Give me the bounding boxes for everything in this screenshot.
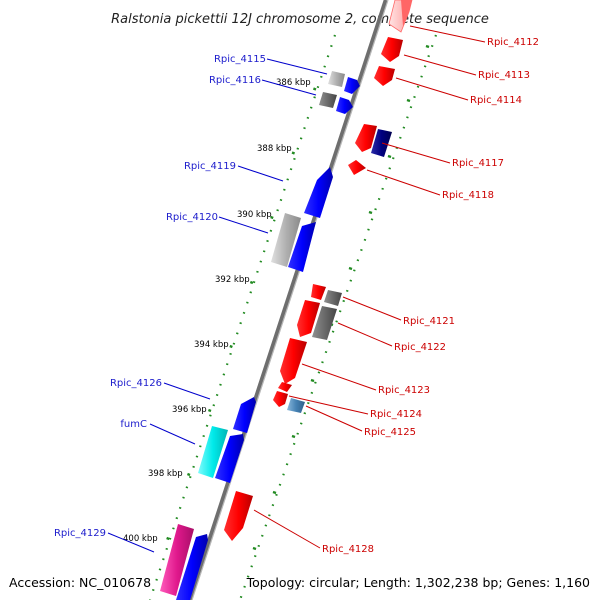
- label-rpic-4112: Rpic_4112: [487, 37, 539, 48]
- gene-rpic-4126: [233, 397, 256, 433]
- gene-rpic-4118: [348, 160, 366, 175]
- scale-label: 388 kbp: [257, 144, 292, 154]
- label-rpic-4128: Rpic_4128: [322, 544, 374, 555]
- scale-label: 394 kbp: [194, 340, 229, 350]
- scale-labels: 386 kbp 388 kbp 390 kbp 392 kbp 394 kbp …: [123, 78, 311, 544]
- gene-rpic-4112: [388, 0, 413, 33]
- label-rpic-4116: Rpic_4116: [209, 75, 261, 86]
- scale-label: 398 kbp: [148, 469, 183, 479]
- accession-text: Accession: NC_010678: [9, 575, 151, 590]
- scale-label: 392 kbp: [215, 275, 250, 285]
- label-rpic-4129: Rpic_4129: [54, 528, 106, 539]
- topology-text: Topology: circular; Length: 1,302,238 bp…: [246, 575, 590, 590]
- leader-lines-right: [253, 25, 486, 549]
- gene-labels-right: Rpic_4112 Rpic_4113 Rpic_4114 Rpic_4117 …: [322, 37, 539, 555]
- label-rpic-4118: Rpic_4118: [442, 190, 494, 201]
- gene-rpic-4124: [273, 391, 288, 407]
- gene-rpic-4125: [287, 398, 305, 413]
- scale-ticks: [166, 87, 317, 541]
- gene-rpic-4120: [271, 213, 316, 272]
- gene-rpic-4121: [311, 284, 342, 306]
- gene-rpic-4119: [304, 167, 333, 218]
- label-rpic-4121: Rpic_4121: [403, 316, 455, 327]
- scale-label: 390 kbp: [237, 210, 272, 220]
- label-rpic-4125: Rpic_4125: [364, 427, 416, 438]
- label-rpic-4126: Rpic_4126: [110, 378, 162, 389]
- scale-track-right: [238, 34, 438, 600]
- label-rpic-4114: Rpic_4114: [470, 95, 522, 106]
- label-rpic-4115: Rpic_4115: [214, 54, 266, 65]
- gene-rpic-4117: [355, 124, 392, 157]
- scale-label: 400 kbp: [123, 534, 158, 544]
- gene-rpic-4114: [374, 66, 395, 86]
- leader-lines-left: [107, 58, 328, 553]
- label-fumC: fumC: [120, 419, 147, 430]
- scale-ticks-right: [252, 44, 430, 551]
- genome-backbone: [187, 0, 389, 600]
- scale-label: 386 kbp: [276, 78, 311, 88]
- gene-rpic-4123: [278, 338, 307, 392]
- gene-rpic-4116: [319, 92, 353, 114]
- label-rpic-4122: Rpic_4122: [394, 342, 446, 353]
- gene-rpic-4128: [224, 491, 253, 541]
- label-rpic-4113: Rpic_4113: [478, 70, 530, 81]
- gene-labels-left: Rpic_4115 Rpic_4116 Rpic_4119 Rpic_4120 …: [54, 54, 266, 539]
- gene-fumC: [198, 426, 228, 478]
- scale-label: 396 kbp: [172, 405, 207, 415]
- label-rpic-4119: Rpic_4119: [184, 161, 236, 172]
- gene-fumC-adjacent: [215, 434, 244, 483]
- map-title: Ralstonia pickettii 12J chromosome 2, co…: [111, 12, 489, 27]
- gene-rpic-4113: [381, 37, 403, 62]
- gene-rpic-4122: [297, 300, 337, 340]
- label-rpic-4123: Rpic_4123: [378, 385, 430, 396]
- label-rpic-4120: Rpic_4120: [166, 212, 218, 223]
- label-rpic-4124: Rpic_4124: [370, 409, 422, 420]
- gene-rpic-4129: [160, 524, 208, 600]
- gene-rpic-4115: [328, 71, 360, 94]
- label-rpic-4117: Rpic_4117: [452, 158, 504, 169]
